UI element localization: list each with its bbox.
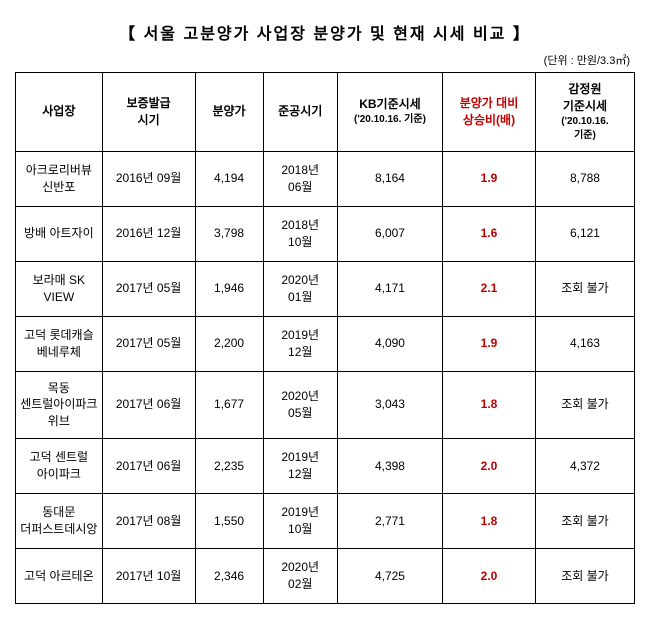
col-issue-header: 보증발급시기 <box>102 73 195 152</box>
cell-appraise: 4,163 <box>535 316 634 371</box>
cell-price: 3,798 <box>195 206 263 261</box>
cell-ratio: 1.8 <box>443 371 536 438</box>
kb-header-main: KB기준시세 <box>359 97 421 111</box>
cell-kb: 6,007 <box>337 206 442 261</box>
cell-kb: 4,725 <box>337 548 442 603</box>
cell-kb: 3,043 <box>337 371 442 438</box>
cell-issue: 2017년 08월 <box>102 493 195 548</box>
cell-appraise: 조회 불가 <box>535 548 634 603</box>
table-row: 동대문더퍼스트데시앙2017년 08월1,5502019년10월2,7711.8… <box>16 493 635 548</box>
cell-site: 고덕 센트럴아이파크 <box>16 438 103 493</box>
cell-ratio: 2.0 <box>443 438 536 493</box>
cell-completion: 2020년05월 <box>263 371 337 438</box>
col-appraise-header: 감정원기준시세 ('20.10.16.기준) <box>535 73 634 152</box>
appraise-header-sub: ('20.10.16.기준) <box>538 115 632 143</box>
table-row: 고덕 롯데캐슬베네루체2017년 05월2,2002019년12월4,0901.… <box>16 316 635 371</box>
table-row: 목동센트럴아이파크위브2017년 06월1,6772020년05월3,0431.… <box>16 371 635 438</box>
cell-price: 2,346 <box>195 548 263 603</box>
cell-price: 2,200 <box>195 316 263 371</box>
cell-completion: 2019년12월 <box>263 438 337 493</box>
cell-completion: 2020년01월 <box>263 261 337 316</box>
cell-price: 2,235 <box>195 438 263 493</box>
cell-site: 목동센트럴아이파크위브 <box>16 371 103 438</box>
cell-ratio: 1.6 <box>443 206 536 261</box>
col-kb-header: KB기준시세 ('20.10.16. 기준) <box>337 73 442 152</box>
cell-issue: 2017년 10월 <box>102 548 195 603</box>
cell-ratio: 2.1 <box>443 261 536 316</box>
unit-label: (단위 : 만원/3.3㎡) <box>15 52 635 68</box>
col-price-header: 분양가 <box>195 73 263 152</box>
table-header-row: 사업장 보증발급시기 분양가 준공시기 KB기준시세 ('20.10.16. 기… <box>16 73 635 152</box>
cell-completion: 2018년10월 <box>263 206 337 261</box>
cell-kb: 8,164 <box>337 151 442 206</box>
table-row: 고덕 아르테온2017년 10월2,3462020년02월4,7252.0조회 … <box>16 548 635 603</box>
table-row: 보라매 SKVIEW2017년 05월1,9462020년01월4,1712.1… <box>16 261 635 316</box>
cell-site: 고덕 아르테온 <box>16 548 103 603</box>
cell-completion: 2019년10월 <box>263 493 337 548</box>
cell-completion: 2018년06월 <box>263 151 337 206</box>
table-row: 고덕 센트럴아이파크2017년 06월2,2352019년12월4,3982.0… <box>16 438 635 493</box>
cell-price: 1,550 <box>195 493 263 548</box>
page-title: 【 서울 고분양가 사업장 분양가 및 현재 시세 비교 】 <box>15 20 635 44</box>
cell-appraise: 조회 불가 <box>535 493 634 548</box>
cell-price: 4,194 <box>195 151 263 206</box>
cell-appraise: 4,372 <box>535 438 634 493</box>
cell-kb: 4,398 <box>337 438 442 493</box>
cell-kb: 2,771 <box>337 493 442 548</box>
cell-issue: 2017년 05월 <box>102 316 195 371</box>
cell-appraise: 조회 불가 <box>535 371 634 438</box>
col-site-header: 사업장 <box>16 73 103 152</box>
table-row: 아크로리버뷰신반포2016년 09월4,1942018년06월8,1641.98… <box>16 151 635 206</box>
cell-price: 1,677 <box>195 371 263 438</box>
cell-ratio: 1.9 <box>443 151 536 206</box>
cell-issue: 2017년 06월 <box>102 438 195 493</box>
cell-issue: 2017년 05월 <box>102 261 195 316</box>
comparison-table: 사업장 보증발급시기 분양가 준공시기 KB기준시세 ('20.10.16. 기… <box>15 72 635 604</box>
col-completion-header: 준공시기 <box>263 73 337 152</box>
cell-site: 동대문더퍼스트데시앙 <box>16 493 103 548</box>
cell-site: 아크로리버뷰신반포 <box>16 151 103 206</box>
cell-issue: 2017년 06월 <box>102 371 195 438</box>
cell-ratio: 1.8 <box>443 493 536 548</box>
cell-kb: 4,171 <box>337 261 442 316</box>
cell-appraise: 8,788 <box>535 151 634 206</box>
cell-completion: 2019년12월 <box>263 316 337 371</box>
kb-header-sub: ('20.10.16. 기준) <box>340 113 440 127</box>
cell-issue: 2016년 09월 <box>102 151 195 206</box>
cell-ratio: 1.9 <box>443 316 536 371</box>
cell-completion: 2020년02월 <box>263 548 337 603</box>
appraise-header-main: 감정원기준시세 <box>563 82 607 113</box>
cell-site: 고덕 롯데캐슬베네루체 <box>16 316 103 371</box>
cell-ratio: 2.0 <box>443 548 536 603</box>
cell-issue: 2016년 12월 <box>102 206 195 261</box>
cell-price: 1,946 <box>195 261 263 316</box>
cell-appraise: 6,121 <box>535 206 634 261</box>
cell-kb: 4,090 <box>337 316 442 371</box>
col-ratio-header: 분양가 대비상승비(배) <box>443 73 536 152</box>
cell-site: 방배 아트자이 <box>16 206 103 261</box>
table-row: 방배 아트자이2016년 12월3,7982018년10월6,0071.66,1… <box>16 206 635 261</box>
cell-appraise: 조회 불가 <box>535 261 634 316</box>
cell-site: 보라매 SKVIEW <box>16 261 103 316</box>
